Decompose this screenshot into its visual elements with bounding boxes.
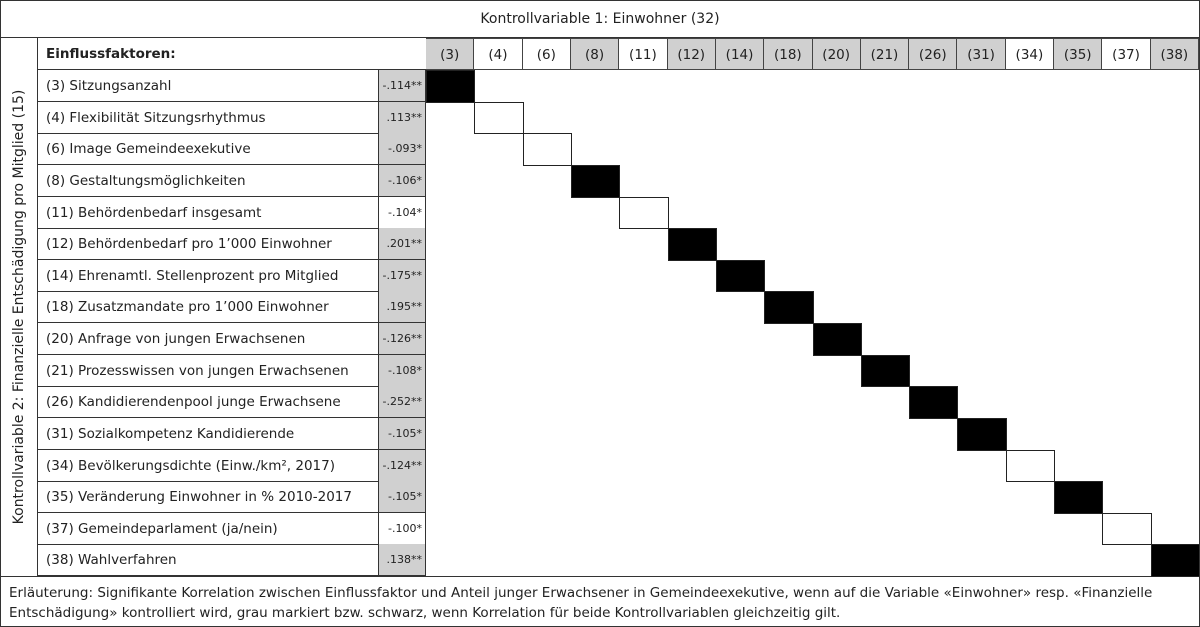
correlation-value: -.105*: [379, 481, 426, 514]
diagonal-cell: [715, 259, 766, 293]
correlation-value: .113**: [379, 101, 426, 134]
diagonal-cell: [957, 417, 1007, 451]
column-header: (34): [1005, 38, 1055, 70]
correlation-value: -.093*: [379, 133, 426, 166]
column-header: (21): [860, 38, 910, 70]
table-title: Kontrollvariable 1: Einwohner (32): [1, 1, 1199, 38]
correlation-value: -.126**: [379, 323, 426, 355]
column-header: (20): [812, 38, 861, 70]
vertical-label-cell: Kontrollvariable 2: Finanzielle Entschäd…: [1, 38, 38, 576]
diagonal-cell: [667, 228, 717, 261]
correlation-value: .138**: [379, 544, 426, 577]
column-header: (11): [619, 38, 668, 70]
diagonal-cell: [1054, 481, 1104, 514]
factor-name: (37) Gemeindeparlament (ja/nein): [38, 512, 379, 545]
vertical-label: Kontrollvariable 2: Finanzielle Entschäd…: [11, 89, 27, 525]
factor-name: (3) Sitzungsanzahl: [38, 70, 379, 102]
factor-name: (12) Behördenbedarf pro 1’000 Einwohner: [38, 228, 379, 261]
header-label: Einflussfaktoren:: [38, 38, 426, 70]
diagonal-cell: [812, 323, 862, 356]
correlation-value: -.114**: [379, 70, 426, 102]
column-header: (18): [764, 38, 813, 70]
factor-name: (14) Ehrenamtl. Stellenprozent pro Mitgl…: [38, 259, 379, 292]
column-header: (38): [1150, 38, 1199, 70]
factor-name: (8) Gestaltungsmöglichkeiten: [38, 164, 379, 197]
factor-name: (4) Flexibilität Sitzungsrhythmus: [38, 101, 379, 134]
factor-name: (26) Kandidierendenpool junge Erwachsene: [38, 386, 379, 419]
correlation-value: -.108*: [379, 354, 426, 387]
correlation-value: .195**: [379, 291, 426, 324]
correlation-value: -.124**: [379, 449, 426, 482]
diagonal-cell: [570, 164, 621, 198]
column-header: (12): [667, 38, 716, 70]
correlation-value: -.252**: [379, 386, 426, 419]
diagonal-cell: [1150, 544, 1199, 577]
column-header: (8): [570, 38, 620, 70]
diagonal-cell: [860, 354, 911, 388]
diagonal-cell: [619, 196, 669, 230]
factor-name: (34) Bevölkerungsdichte (Einw./km², 2017…: [38, 449, 379, 482]
column-header: (4): [474, 38, 523, 70]
correlation-value: -.100*: [379, 512, 426, 545]
correlation-value: .201**: [379, 228, 426, 261]
column-header: (6): [522, 38, 571, 70]
correlation-value: -.105*: [379, 417, 426, 450]
factor-name: (21) Prozesswissen von jungen Erwachsene…: [38, 354, 379, 387]
factor-name: (38) Wahlverfahren: [38, 544, 379, 577]
column-header: (37): [1102, 38, 1151, 70]
diagonal-cell: [764, 291, 814, 324]
factor-name: (35) Veränderung Einwohner in % 2010-201…: [38, 481, 379, 514]
column-header: (3): [426, 38, 475, 70]
diagonal-cell: [1005, 449, 1056, 483]
column-header: (26): [909, 38, 958, 70]
correlation-value: -.106*: [379, 164, 426, 197]
factor-name: (20) Anfrage von jungen Erwachsenen: [38, 323, 379, 355]
correlation-value: -.175**: [379, 259, 426, 292]
correlation-value: -.104*: [379, 196, 426, 229]
column-header: (14): [715, 38, 765, 70]
column-header: (35): [1054, 38, 1103, 70]
factor-name: (18) Zusatzmandate pro 1’000 Einwohner: [38, 291, 379, 324]
column-header: (31): [957, 38, 1006, 70]
diagonal-cell: [1102, 512, 1152, 546]
diagonal-cell: [474, 101, 524, 135]
diagonal-cell: [426, 70, 476, 103]
factor-name: (31) Sozialkompetenz Kandidierende: [38, 417, 379, 450]
diagonal-cell: [522, 133, 572, 166]
factor-name: (6) Image Gemeindeexekutive: [38, 133, 379, 166]
factor-name: (11) Behördenbedarf insgesamt: [38, 196, 379, 229]
footer-note: Erläuterung: Signifikante Korrelation zw…: [1, 576, 1199, 626]
diagonal-cell: [909, 386, 959, 419]
